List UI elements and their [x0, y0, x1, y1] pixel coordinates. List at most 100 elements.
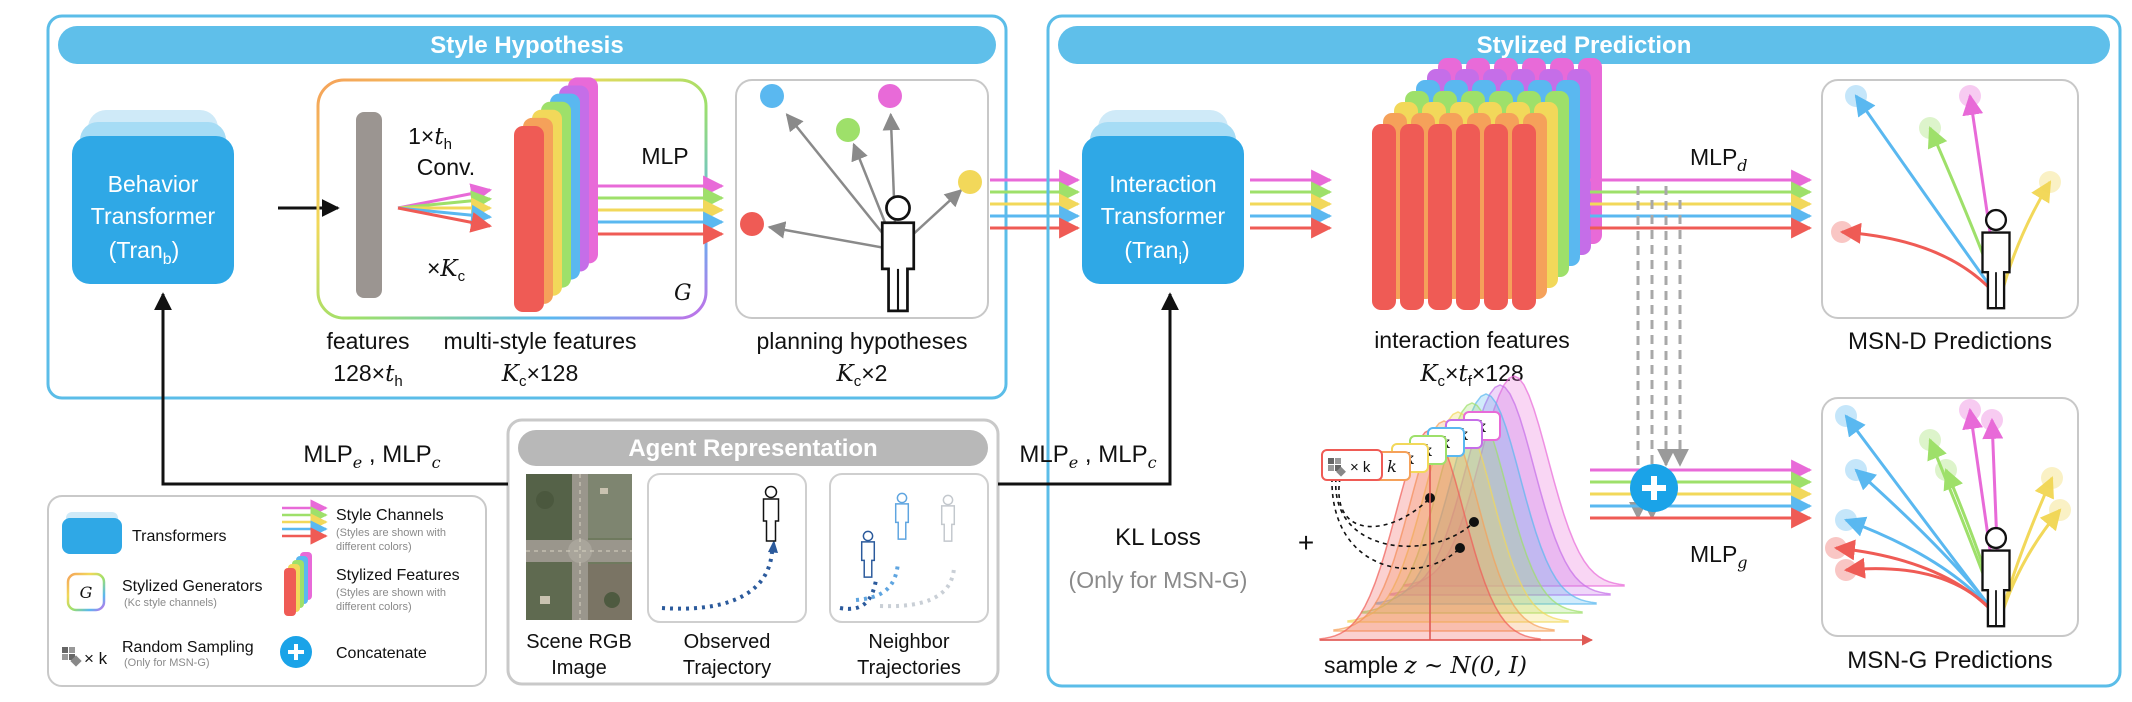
style-hypothesis-banner — [58, 26, 996, 64]
times-kc-label: ×Kc — [427, 255, 466, 285]
mlp-g-label: MLPg — [1690, 541, 1748, 572]
legend-style-channels-note1: (Styles are shown with — [336, 527, 446, 539]
gaussian-sampling-plot — [1319, 375, 1625, 646]
sample-point — [1455, 543, 1465, 553]
sample-icon-cell — [1335, 465, 1341, 471]
mlp-label: MLP — [641, 143, 688, 169]
gaussian-curve — [1361, 402, 1583, 614]
interaction-to-features-arrows — [1250, 169, 1333, 239]
prediction-endpoint — [1919, 429, 1941, 451]
sample-label: sample z ~ N(0, I) — [1324, 652, 1527, 679]
multi-style-feature-bar — [514, 126, 544, 312]
legend-stylized-features-note2: different colors) — [336, 601, 412, 613]
prediction-endpoint — [2049, 499, 2071, 521]
planning-caption-line1: planning hypotheses — [757, 328, 968, 354]
gaussian-curve — [1375, 393, 1597, 605]
kl-plus-sign: + — [1298, 527, 1314, 558]
multi-style-caption-line1: multi-style features — [443, 328, 636, 354]
observed-caption-line1: Observed — [684, 631, 771, 653]
planning-endpoint — [760, 84, 784, 108]
interaction-transformer-block: Interaction Transformer (Trani) — [1082, 110, 1244, 284]
prediction-curve — [1833, 539, 2002, 621]
sample-link — [1331, 477, 1461, 570]
person-icon-planning — [880, 195, 916, 313]
sample-icon-diamond — [1336, 466, 1346, 477]
behavior-transformer-block: Behavior Transformer (Tranb) — [72, 110, 234, 284]
behavior-transformer-line3: (Tranb) — [109, 237, 180, 268]
gaussian-curve — [1347, 411, 1569, 623]
sample-link — [1338, 477, 1431, 528]
planning-to-interaction-arrows — [990, 169, 1081, 239]
legend-style-channels-note2: different colors) — [336, 541, 412, 553]
mlp-d-label: MLPd — [1690, 144, 1748, 175]
legend-stylized-features-note1: (Styles are shown with — [336, 587, 446, 599]
legend-generator-icon — [66, 572, 106, 612]
prediction-endpoint — [1831, 221, 1853, 243]
legend-style-channel-icon — [282, 499, 328, 545]
generator-symbol: G — [674, 281, 692, 306]
legend-transformers: Transformers — [132, 528, 227, 545]
interaction-caption-line1: interaction features — [1374, 327, 1570, 353]
interaction-transformer-line1: Interaction — [1109, 171, 1216, 197]
features-bar — [356, 112, 382, 298]
msn-d-caption: MSN-D Predictions — [1848, 328, 2052, 355]
sample-icon-cell — [1328, 465, 1334, 471]
prediction-endpoint — [1959, 85, 1981, 107]
style-hypothesis-title: Style Hypothesis — [430, 32, 623, 59]
mlp-g-arrows — [1590, 459, 1813, 529]
legend-generator-symbol: G — [80, 583, 93, 602]
prediction-endpoint — [2041, 467, 2063, 489]
behavior-transformer-line1: Behavior — [108, 171, 199, 197]
interaction-feature-bar — [1400, 124, 1424, 310]
planning-hypotheses-box — [735, 79, 989, 319]
sample-icon-cell — [1335, 458, 1341, 464]
gaussian-curve — [1403, 375, 1625, 587]
mlp-style-arrows — [598, 175, 725, 245]
interaction-transformer-line3: (Trani) — [1124, 237, 1189, 268]
conv-label-line1: 1×th — [408, 123, 452, 153]
prediction-endpoint — [1935, 459, 1957, 481]
interaction-feature-bar — [1428, 124, 1452, 310]
prediction-endpoint — [1835, 405, 1857, 427]
interaction-transformer-line2: Transformer — [1101, 203, 1226, 229]
legend-random-sampling-note: (Only for MSN-G) — [124, 657, 210, 669]
sample-icon-cell — [1328, 458, 1334, 464]
observed-caption-line2: Trajectory — [683, 657, 771, 679]
agent-to-behavior-connector — [154, 292, 508, 486]
legend-stylized-features-icon — [284, 552, 312, 616]
k-sample-label: × k — [1350, 459, 1371, 476]
prediction-endpoint — [1981, 409, 2003, 431]
style-hypothesis-panel: Style Hypothesis — [46, 14, 1008, 400]
planning-caption-line2: Kc×2 — [836, 360, 888, 390]
scene-rgb-image — [526, 474, 632, 620]
interaction-feature-bar — [1456, 124, 1480, 310]
neighbor-caption-line2: Trajectories — [857, 657, 961, 679]
legend-feature-bar — [284, 568, 296, 616]
planning-ray — [785, 113, 897, 251]
prediction-endpoint — [1835, 509, 1857, 531]
interaction-feature-bar — [1372, 124, 1396, 310]
kl-loss-label: KL Loss — [1115, 524, 1201, 551]
stylized-prediction-panel: Stylized Prediction — [1046, 14, 2122, 688]
features-caption-line2: 128×th — [333, 360, 402, 390]
legend-random-sampling: Random Sampling — [122, 639, 254, 656]
legend-times-k: × k — [84, 649, 108, 668]
msn-d-prediction-box — [1821, 79, 2079, 319]
multi-style-feature-stack — [514, 77, 598, 312]
observed-trajectory-box — [647, 473, 807, 623]
random-sampling-boxes: kkkkkk× k — [1321, 411, 1501, 481]
neighbor-trajectories-box — [829, 473, 989, 623]
scene-caption-line2: Image — [551, 657, 607, 679]
prediction-endpoint — [1959, 399, 1981, 421]
planning-rays — [740, 84, 982, 252]
interaction-feature-stack — [1372, 58, 1602, 310]
prediction-endpoint — [1845, 459, 1867, 481]
interaction-feature-bar — [1512, 124, 1536, 310]
mlp-d-arrows — [1590, 169, 1813, 239]
prediction-endpoint — [1919, 117, 1941, 139]
kl-loss-note: (Only for MSN-G) — [1069, 567, 1248, 593]
concatenate-icon — [1630, 464, 1678, 512]
stylized-prediction-banner — [1058, 26, 2110, 64]
mlp-e-c-right: MLPe , MLPc — [1019, 441, 1156, 472]
